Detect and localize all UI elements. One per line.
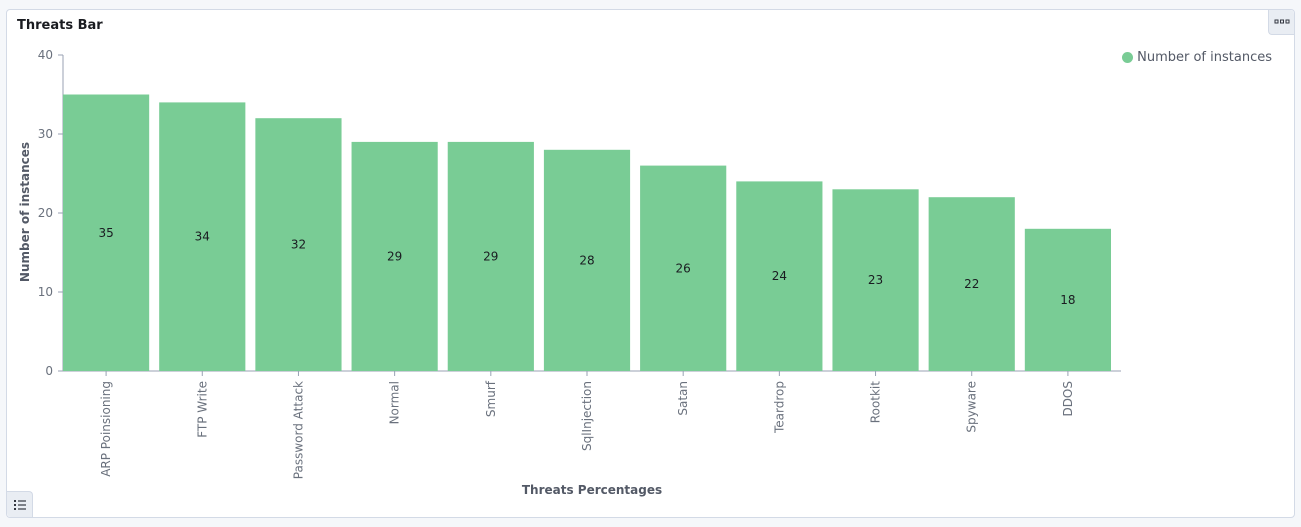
bar-value-label: 32 (291, 238, 306, 252)
bar-value-label: 34 (195, 230, 210, 244)
x-tick-label: Smurf (484, 380, 498, 417)
legend-toggle-button[interactable] (7, 491, 33, 517)
x-axis: ARP Poinsioning FTP Write Password Attack N… (63, 370, 1121, 479)
x-tick-label: Teardrop (772, 381, 786, 434)
bar[interactable] (640, 165, 727, 371)
panel-options-button[interactable] (1268, 10, 1294, 35)
y-tick-label: 10 (38, 285, 53, 299)
x-tick-label: Normal (388, 381, 402, 424)
bar-value-label: 24 (772, 269, 787, 283)
x-tick-label: ARP Poinsioning (99, 381, 113, 477)
legend-item-label: Number of instances (1137, 50, 1272, 65)
bar-value-label: 29 (387, 249, 402, 263)
bar-value-label: 23 (868, 273, 883, 287)
bar-value-label: 22 (964, 277, 979, 291)
bar[interactable] (447, 141, 534, 371)
y-axis: 0 10 20 30 40 (38, 48, 64, 378)
y-tick-label: 20 (38, 206, 53, 220)
bar[interactable] (159, 102, 246, 372)
list-icon (13, 499, 26, 510)
x-tick-label: Rootkit (869, 381, 883, 423)
y-tick-label: 40 (38, 48, 53, 62)
bar[interactable] (928, 197, 1015, 371)
bar-value-label: 26 (676, 261, 691, 275)
x-tick-label: SqlInjection (580, 381, 594, 451)
x-tick-label: Satan (676, 381, 690, 416)
ellipsis-icon (1274, 19, 1289, 24)
bar-value-label: 28 (579, 253, 594, 267)
panel-title: Threats Bar (17, 18, 103, 33)
x-tick-label: Password Attack (291, 381, 305, 479)
bar[interactable] (255, 118, 342, 371)
bars: 35 34 32 29 29 28 26 24 23 22 18 (63, 94, 1111, 372)
bar-value-label: 29 (483, 249, 498, 263)
bar-value-label: 18 (1060, 293, 1075, 307)
y-tick-label: 30 (38, 127, 53, 141)
x-tick-label: Spyware (965, 381, 979, 433)
chart-legend[interactable]: Number of instances (1122, 50, 1272, 65)
bar[interactable] (543, 149, 631, 371)
y-axis-title: Number of instances (18, 142, 32, 282)
bar[interactable] (1024, 228, 1111, 371)
bar[interactable] (351, 141, 438, 371)
bar[interactable] (832, 189, 919, 371)
x-tick-label: DDOS (1061, 381, 1075, 417)
x-tick-label: FTP Write (195, 381, 209, 438)
y-tick-label: 0 (45, 364, 53, 378)
x-axis-title: Threats Percentages (522, 483, 662, 497)
bar[interactable] (63, 94, 150, 372)
bar-value-label: 35 (98, 226, 113, 240)
bar[interactable] (736, 181, 823, 371)
legend-color-dot (1122, 52, 1134, 63)
